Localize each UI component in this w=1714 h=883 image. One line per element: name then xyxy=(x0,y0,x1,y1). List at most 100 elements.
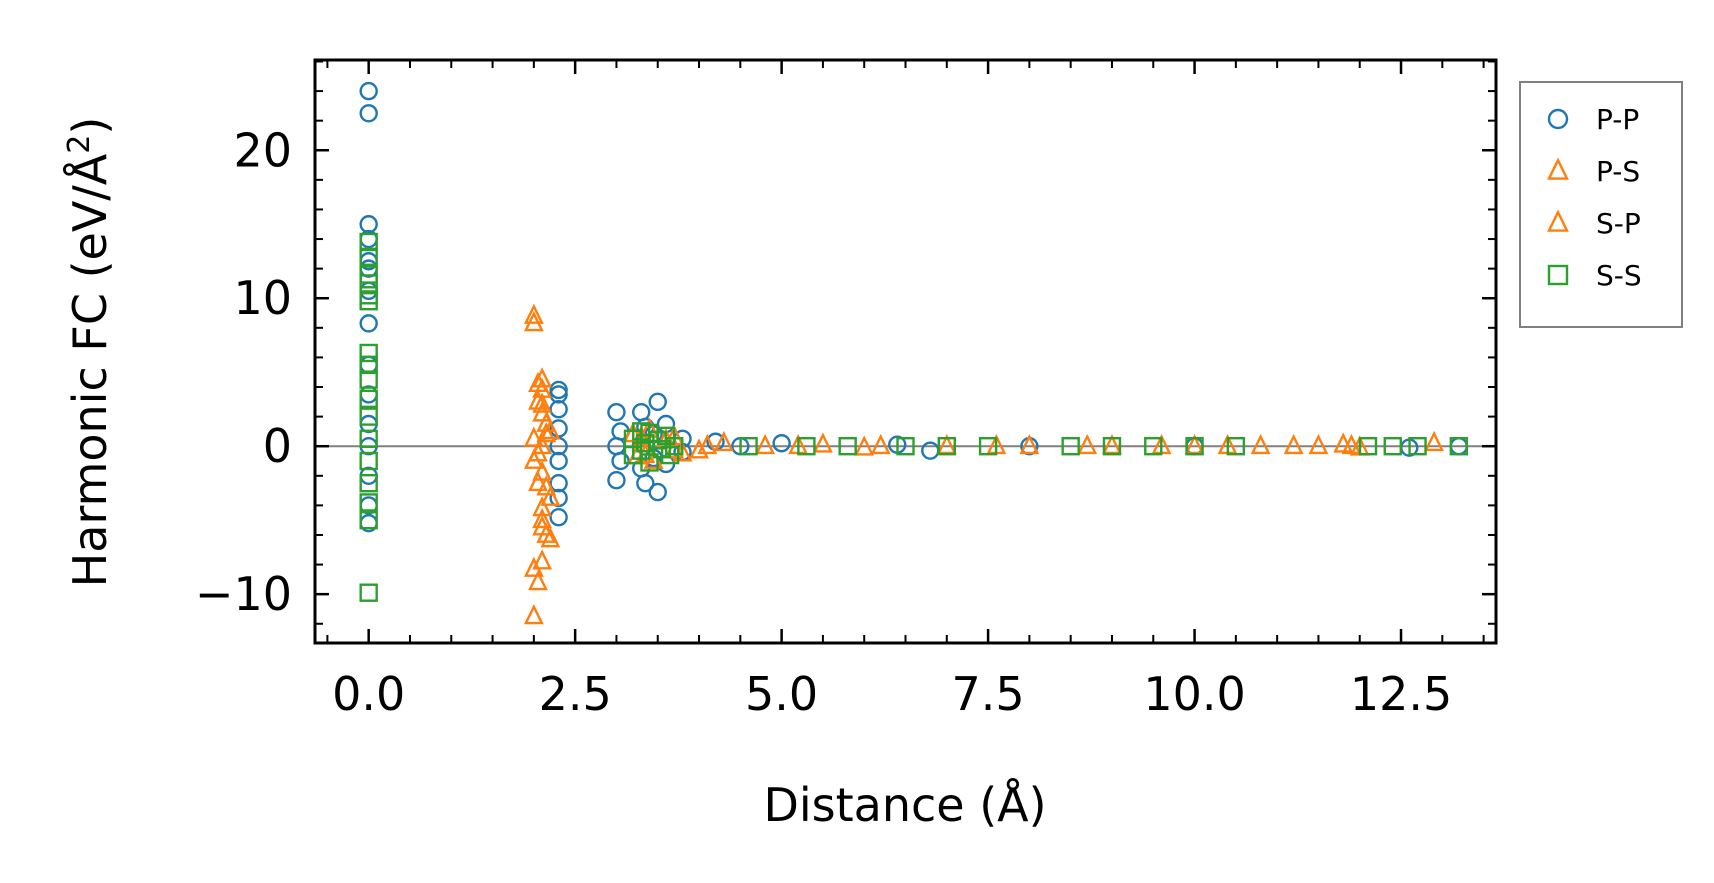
data-point-p-s xyxy=(532,549,553,570)
legend-marker-p-p xyxy=(1547,108,1569,130)
data-point-s-p xyxy=(528,371,548,392)
data-point-p-s xyxy=(689,438,709,459)
axis-ticks: 0.0 2.5 5.0 7.5 10.0 12.5 −10 0 10 20 xyxy=(195,60,1496,721)
data-point-s-s xyxy=(1449,437,1469,456)
data-point-s-p xyxy=(532,515,553,536)
data-point-p-p xyxy=(549,473,568,493)
data-point-p-p xyxy=(636,473,655,493)
legend-item-p-p: P-P xyxy=(1547,103,1639,136)
data-point-p-p xyxy=(359,215,378,234)
data-point-s-s xyxy=(1144,437,1163,456)
y-tick-label: 20 xyxy=(233,123,292,177)
data-point-s-s xyxy=(359,232,378,252)
data-point-s-s xyxy=(1061,437,1080,456)
data-point-p-p xyxy=(359,104,378,123)
data-point-s-s xyxy=(937,437,956,456)
data-point-p-p xyxy=(648,392,667,412)
data-point-p-s xyxy=(713,430,734,452)
data-point-p-p xyxy=(549,385,568,404)
data-point-p-s xyxy=(532,507,553,529)
data-point-s-s xyxy=(1102,437,1122,456)
plot-frame xyxy=(313,58,1498,645)
scatter-series-layer xyxy=(359,81,1469,625)
data-point-s-s xyxy=(1226,437,1246,456)
legend-frame xyxy=(1519,81,1683,328)
data-point-p-s xyxy=(523,303,544,324)
y-axis-label-prefix: Harmonic FC (eV/Å xyxy=(63,153,117,587)
x-tick-label: 12.5 xyxy=(1350,667,1452,721)
data-point-s-s xyxy=(1185,437,1204,456)
legend-marker-p-s xyxy=(1547,157,1569,180)
data-point-p-s xyxy=(812,432,833,453)
data-point-s-p xyxy=(536,422,557,443)
x-tick-label: 7.5 xyxy=(952,667,1025,721)
data-point-p-s xyxy=(755,433,776,455)
data-point-p-s xyxy=(936,433,957,455)
data-point-p-p xyxy=(772,434,791,453)
legend-label-s-p: S-P xyxy=(1596,207,1641,240)
data-point-p-p xyxy=(549,400,568,419)
legend-item-s-s: S-S xyxy=(1547,259,1642,292)
data-point-s-s xyxy=(359,389,378,409)
legend-label-s-s: S-S xyxy=(1596,259,1642,292)
data-point-s-s xyxy=(640,453,659,472)
legend-item-p-s: P-S xyxy=(1547,155,1640,188)
data-point-p-s xyxy=(1019,433,1040,455)
data-point-s-s xyxy=(797,437,816,456)
data-point-p-p xyxy=(607,402,626,422)
y-tick-label: −10 xyxy=(195,567,292,621)
data-point-s-s xyxy=(359,247,378,266)
data-point-s-s xyxy=(896,437,915,456)
data-point-s-s xyxy=(359,473,378,493)
data-point-p-s xyxy=(532,496,553,517)
y-tick-label: 10 xyxy=(233,271,292,325)
data-point-s-s xyxy=(1383,437,1402,456)
data-point-p-p xyxy=(607,471,626,490)
data-point-p-s xyxy=(523,604,544,625)
data-point-p-s xyxy=(623,422,643,443)
data-point-p-p xyxy=(359,81,378,101)
legend-item-s-p: S-P xyxy=(1547,207,1641,240)
data-point-p-s xyxy=(528,470,548,492)
y-axis-label: Harmonic FC (eV/Å2) xyxy=(62,117,118,588)
data-point-s-s xyxy=(359,370,378,389)
legend-label-p-s: P-S xyxy=(1596,155,1640,188)
data-point-s-s xyxy=(359,343,378,363)
data-point-p-p xyxy=(611,451,630,471)
data-point-p-s xyxy=(1308,433,1329,455)
data-point-s-p xyxy=(536,475,557,496)
y-axis-label-suffix: ) xyxy=(63,117,117,135)
data-point-s-s xyxy=(665,437,684,456)
data-point-s-s xyxy=(359,274,378,293)
data-point-s-s xyxy=(359,451,378,471)
series-p-s xyxy=(523,303,1444,625)
data-point-s-s xyxy=(978,437,998,456)
data-point-p-p xyxy=(549,451,568,471)
legend-label-p-p: P-P xyxy=(1596,103,1639,136)
data-point-p-p xyxy=(632,402,651,422)
data-point-p-s xyxy=(1102,433,1122,455)
data-point-p-p xyxy=(359,314,378,333)
data-point-s-s xyxy=(359,291,378,311)
x-axis-label: Distance (Å) xyxy=(763,778,1046,832)
data-point-s-p xyxy=(697,433,718,455)
data-point-p-s xyxy=(528,570,548,591)
data-point-s-s xyxy=(359,583,378,602)
data-point-s-s xyxy=(359,355,378,375)
data-point-s-p xyxy=(532,392,553,413)
data-point-p-p xyxy=(549,488,568,508)
data-point-p-s xyxy=(1250,433,1271,455)
x-tick-label: 0.0 xyxy=(332,667,405,721)
data-point-p-s xyxy=(532,367,553,388)
data-point-p-s xyxy=(540,527,561,548)
data-point-s-s xyxy=(739,437,758,456)
x-tick-label: 2.5 xyxy=(539,667,612,721)
data-point-s-p xyxy=(1077,433,1098,455)
data-point-p-s xyxy=(523,311,544,332)
y-tick-label: 0 xyxy=(263,419,292,473)
data-point-s-s xyxy=(359,429,378,449)
data-point-p-s xyxy=(1184,433,1205,455)
data-point-s-p xyxy=(1341,433,1362,455)
data-point-p-p xyxy=(648,482,667,502)
